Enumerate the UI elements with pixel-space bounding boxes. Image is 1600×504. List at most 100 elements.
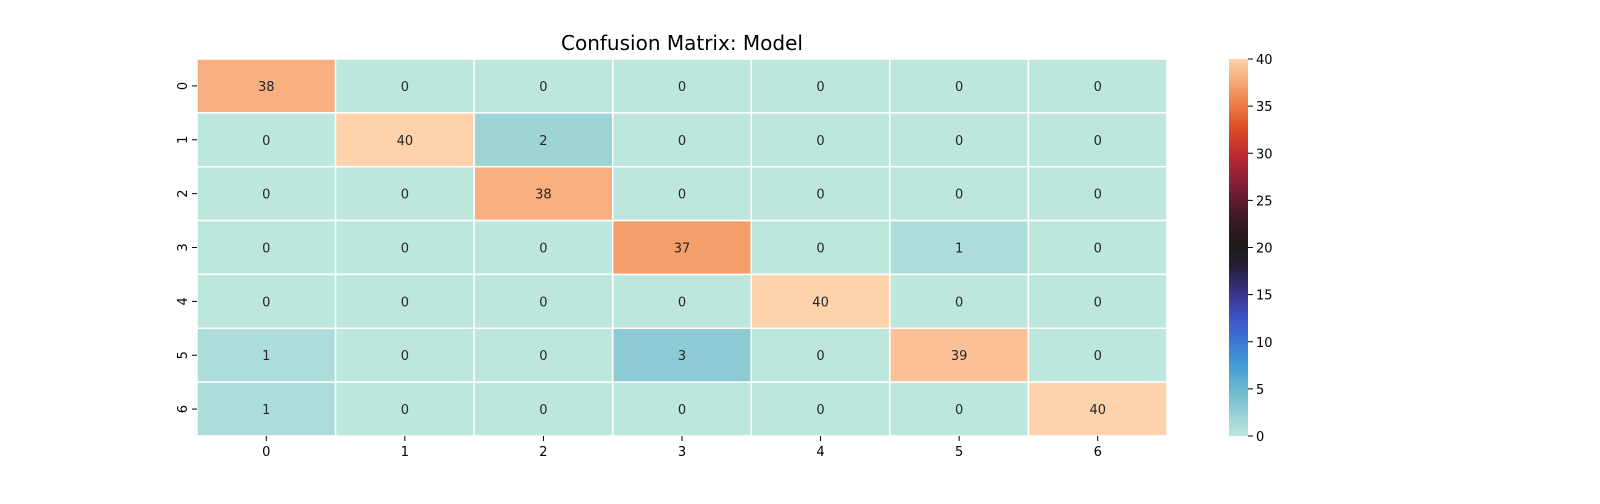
cell-value-label: 0 bbox=[1094, 242, 1102, 257]
cell-value-label: 0 bbox=[262, 188, 270, 203]
cell-value-label: 0 bbox=[1094, 80, 1102, 95]
chart-title: Confusion Matrix: Model bbox=[561, 31, 803, 55]
heatmap-cell bbox=[473, 165, 614, 222]
cell-value-label: 37 bbox=[674, 242, 691, 257]
heatmap-cell bbox=[196, 327, 337, 383]
heatmap-cell bbox=[889, 58, 1030, 114]
heatmap-cell bbox=[1027, 165, 1168, 222]
heatmap-cell bbox=[1027, 327, 1168, 383]
y-tick-label: 6 bbox=[176, 405, 191, 413]
x-tick-label: 3 bbox=[678, 445, 686, 460]
cell-value-label: 0 bbox=[955, 295, 963, 310]
heatmap-cell bbox=[750, 381, 891, 437]
cell-value-label: 0 bbox=[262, 295, 270, 310]
heatmap-cell bbox=[473, 112, 614, 168]
heatmap-cell bbox=[196, 58, 337, 114]
cell-value-label: 0 bbox=[1094, 134, 1102, 149]
colorbar-tick-label: 25 bbox=[1256, 194, 1273, 209]
cell-value-label: 0 bbox=[401, 188, 409, 203]
cell-value-label: 0 bbox=[816, 134, 824, 149]
cell-value-label: 0 bbox=[401, 403, 409, 418]
heatmap-cell bbox=[196, 219, 337, 276]
cell-value-label: 0 bbox=[401, 295, 409, 310]
cell-value-label: 0 bbox=[816, 242, 824, 257]
cell-value-label: 40 bbox=[812, 295, 829, 310]
heatmap-cell bbox=[196, 273, 337, 330]
heatmap-cell bbox=[611, 381, 753, 437]
cell-value-label: 0 bbox=[816, 349, 824, 364]
cell-value-label: 0 bbox=[678, 295, 686, 310]
cell-value-label: 0 bbox=[955, 188, 963, 203]
cell-value-label: 0 bbox=[955, 80, 963, 95]
x-tick-label: 4 bbox=[816, 445, 824, 460]
x-tick-label: 0 bbox=[262, 445, 270, 460]
cell-value-label: 3 bbox=[678, 349, 686, 364]
x-tick-label: 6 bbox=[1094, 445, 1102, 460]
y-axis-ticks: 0 1 2 3 4 5 6 bbox=[176, 82, 197, 413]
cell-value-label: 0 bbox=[401, 242, 409, 257]
colorbar-tick-label: 35 bbox=[1256, 100, 1273, 115]
cell-value-label: 0 bbox=[816, 80, 824, 95]
colorbar-gradient bbox=[1229, 59, 1248, 436]
y-tick-label: 4 bbox=[176, 297, 191, 305]
cell-value-label: 40 bbox=[397, 134, 414, 149]
heatmap-cell bbox=[334, 165, 475, 222]
heatmap-cell bbox=[889, 165, 1030, 222]
colorbar: 0 5 10 15 20 25 30 35 40 bbox=[1229, 53, 1273, 445]
colorbar-tick-label: 10 bbox=[1256, 336, 1273, 351]
heatmap-cell bbox=[1027, 381, 1168, 437]
cell-value-label: 0 bbox=[1094, 349, 1102, 364]
cell-value-label: 1 bbox=[262, 349, 270, 364]
y-tick-label: 3 bbox=[176, 243, 191, 251]
cell-value-label: 38 bbox=[258, 80, 275, 95]
x-tick-label: 1 bbox=[401, 445, 409, 460]
y-tick-label: 1 bbox=[176, 136, 191, 144]
cell-value-label: 0 bbox=[1094, 188, 1102, 203]
cell-value-label: 0 bbox=[955, 403, 963, 418]
x-tick-label: 2 bbox=[539, 445, 547, 460]
cell-value-label: 0 bbox=[401, 349, 409, 364]
heatmap-cell bbox=[611, 327, 753, 383]
colorbar-tick-label: 30 bbox=[1256, 147, 1273, 162]
cell-value-label: 0 bbox=[262, 242, 270, 257]
colorbar-tick-label: 15 bbox=[1256, 289, 1273, 304]
cell-value-label: 0 bbox=[678, 80, 686, 95]
cell-value-label: 0 bbox=[539, 403, 547, 418]
cell-value-label: 0 bbox=[816, 403, 824, 418]
heatmap-cell bbox=[334, 327, 475, 383]
cell-value-label: 0 bbox=[678, 134, 686, 149]
cell-value-label: 0 bbox=[539, 349, 547, 364]
cell-value-label: 0 bbox=[262, 134, 270, 149]
cell-value-label: 0 bbox=[678, 403, 686, 418]
x-tick-label: 5 bbox=[955, 445, 963, 460]
cell-value-label: 0 bbox=[955, 134, 963, 149]
heatmap-cell bbox=[750, 165, 891, 222]
y-tick-label: 2 bbox=[176, 190, 191, 198]
cell-value-label: 38 bbox=[535, 188, 552, 203]
heatmap-cell bbox=[889, 219, 1030, 276]
cell-value-label: 40 bbox=[1089, 403, 1106, 418]
heatmap-cell bbox=[196, 381, 337, 437]
heatmap-cell bbox=[611, 165, 753, 222]
heatmap-cell bbox=[1027, 112, 1168, 168]
colorbar-tick-label: 20 bbox=[1256, 242, 1273, 257]
heatmap-cell bbox=[889, 381, 1030, 437]
cell-value-label: 2 bbox=[539, 134, 547, 149]
heatmap-cell bbox=[750, 327, 891, 383]
colorbar-tick-label: 40 bbox=[1256, 53, 1273, 68]
cell-value-label: 1 bbox=[955, 242, 963, 257]
cell-value-label: 1 bbox=[262, 403, 270, 418]
y-tick-label: 5 bbox=[176, 351, 191, 359]
cell-value-label: 0 bbox=[539, 295, 547, 310]
heatmap-cell bbox=[334, 58, 475, 114]
cell-value-label: 0 bbox=[539, 80, 547, 95]
heatmap-cell bbox=[473, 381, 614, 437]
cell-value-label: 0 bbox=[401, 80, 409, 95]
cell-value-label: 0 bbox=[678, 188, 686, 203]
heatmap-cell bbox=[1027, 219, 1168, 276]
heatmap-cell bbox=[473, 273, 614, 330]
heatmap-cell bbox=[334, 219, 475, 276]
heatmap-cell bbox=[750, 112, 891, 168]
